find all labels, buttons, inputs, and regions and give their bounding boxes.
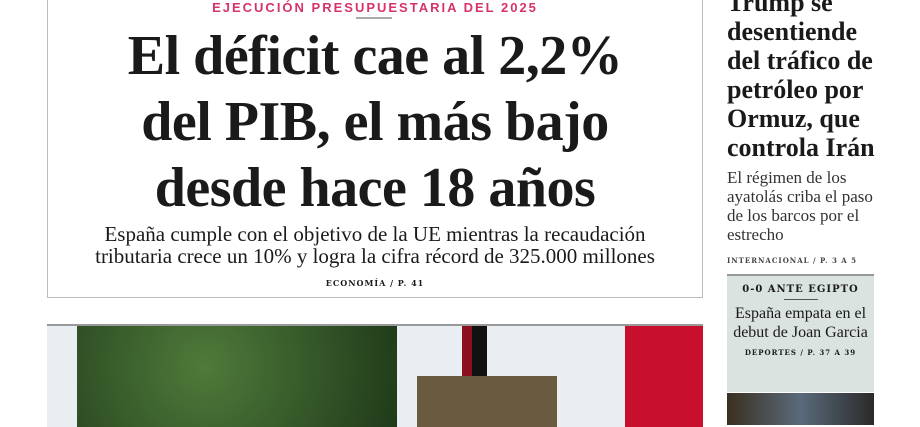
main-kicker: EJECUCIÓN PRESUPUESTARIA DEL 2025 [212, 0, 538, 15]
side-subhead: El régimen de los ayatolás criba el paso… [727, 168, 873, 244]
sports-kicker: 0-0 ANTE EGIPTO [742, 284, 859, 295]
subhead-line: España cumple con el objetivo de la UE m… [104, 222, 646, 246]
sports-section-label: DEPORTES / P. 37 A 39 [744, 348, 857, 357]
photo-curtain [625, 326, 703, 427]
divider [783, 299, 818, 300]
headline-line: desde hace 18 años [154, 157, 596, 219]
main-photo [47, 324, 703, 427]
photo-foliage [77, 326, 397, 427]
main-headline[interactable]: El déficit cae al 2,2% del PIB, el más b… [48, 23, 702, 221]
headline-line: El déficit cae al 2,2% [127, 25, 623, 87]
headline-line: del PIB, el más bajo [141, 91, 609, 153]
side-section-label: INTERNACIONAL / P. 3 A 5 [727, 256, 858, 265]
main-subhead: España cumple con el objetivo de la UE m… [48, 223, 702, 267]
main-section-label: ECONOMÍA / P. 41 [325, 278, 425, 288]
photo-float [417, 376, 557, 427]
sports-headline: España empata en el debut de Joan Garcia [733, 305, 868, 341]
main-story[interactable]: EJECUCIÓN PRESUPUESTARIA DEL 2025 El déf… [47, 0, 703, 298]
side-story[interactable]: Trump se desentiende del tráfico de petr… [727, 0, 877, 265]
divider [356, 17, 392, 19]
subhead-line: tributaria crece un 10% y logra la cifra… [95, 244, 655, 268]
sports-photo [727, 393, 874, 425]
side-headline: Trump se desentiende del tráfico de petr… [727, 0, 875, 162]
sports-box[interactable]: 0-0 ANTE EGIPTO España empata en el debu… [727, 274, 874, 392]
